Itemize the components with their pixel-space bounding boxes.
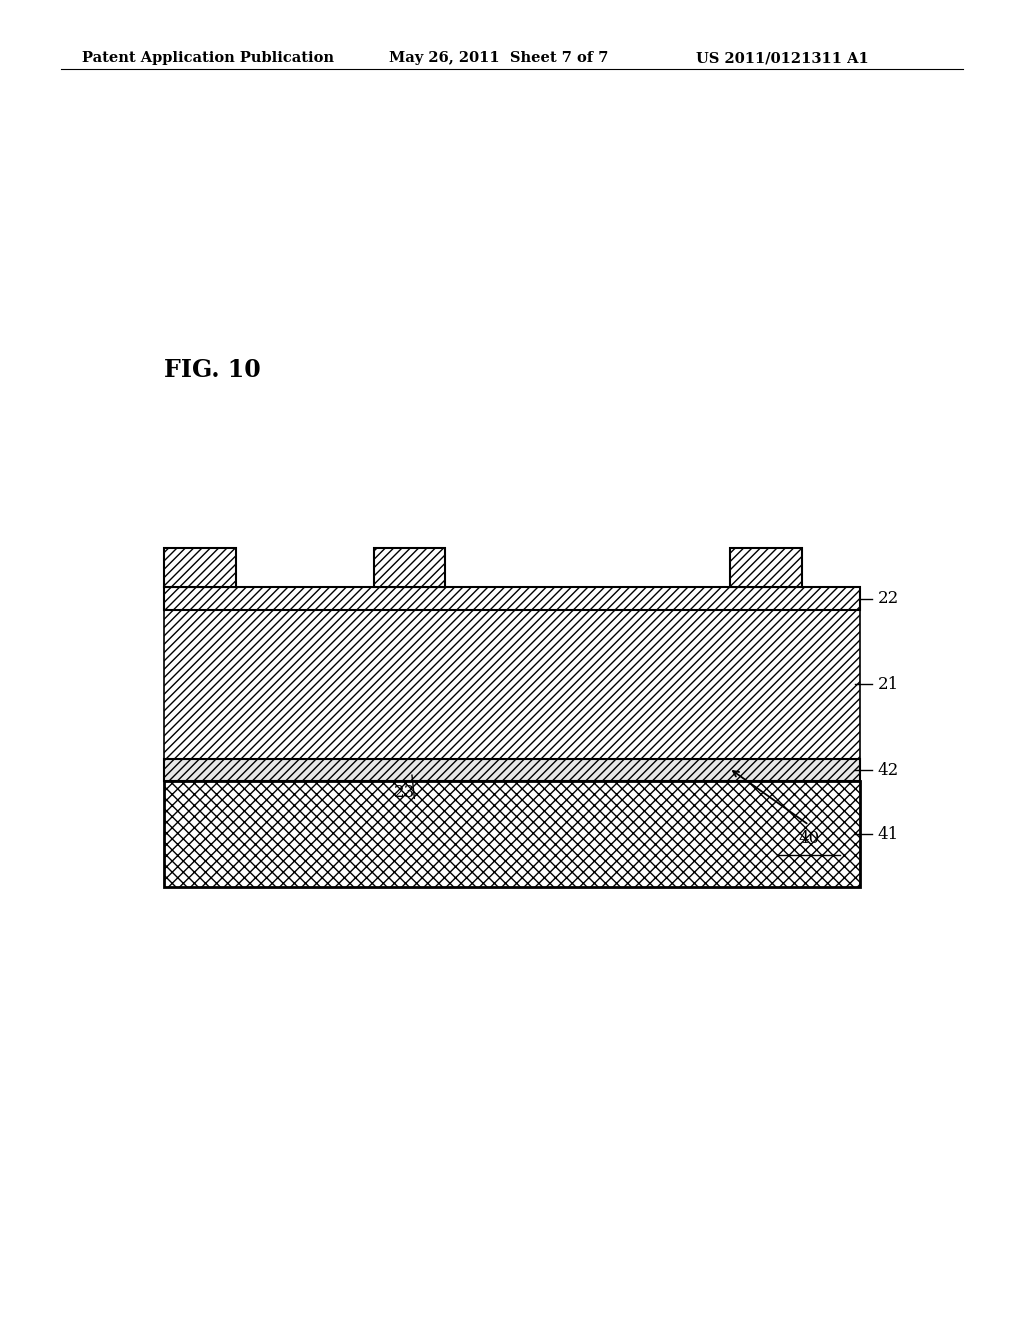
Text: US 2011/0121311 A1: US 2011/0121311 A1 bbox=[696, 51, 869, 65]
Bar bbox=[164, 759, 860, 781]
Text: 40: 40 bbox=[799, 830, 819, 847]
Bar bbox=[730, 548, 802, 587]
Text: 21: 21 bbox=[878, 676, 899, 693]
Bar bbox=[164, 781, 860, 887]
Bar bbox=[164, 610, 860, 759]
Text: 22: 22 bbox=[878, 590, 899, 607]
Text: May 26, 2011  Sheet 7 of 7: May 26, 2011 Sheet 7 of 7 bbox=[389, 51, 608, 65]
Text: 41: 41 bbox=[878, 826, 899, 842]
Text: FIG. 10: FIG. 10 bbox=[164, 358, 260, 381]
Bar bbox=[164, 548, 236, 587]
Text: 23: 23 bbox=[394, 784, 415, 801]
Text: 42: 42 bbox=[878, 762, 899, 779]
Text: Patent Application Publication: Patent Application Publication bbox=[82, 51, 334, 65]
Bar bbox=[374, 548, 445, 587]
Bar bbox=[164, 587, 860, 610]
